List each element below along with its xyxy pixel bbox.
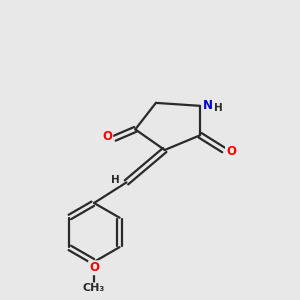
Text: N: N: [203, 99, 213, 112]
Text: H: H: [111, 175, 120, 185]
Text: O: O: [102, 130, 112, 143]
Text: O: O: [226, 145, 236, 158]
Text: CH₃: CH₃: [83, 284, 105, 293]
Text: H: H: [214, 103, 223, 113]
Text: O: O: [89, 261, 99, 274]
